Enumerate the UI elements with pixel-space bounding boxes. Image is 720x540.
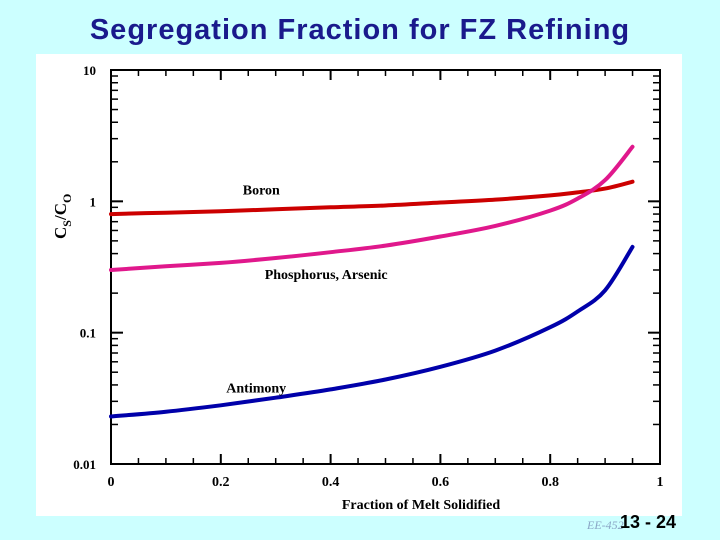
series-label-boron: Boron [243,183,280,198]
y-tick-label: 0.1 [80,326,96,341]
y-label-c: C [51,227,70,239]
x-axis-label: Fraction of Melt Solidified [342,498,500,513]
slide-title: Segregation Fraction for FZ Refining [89,14,631,46]
y-label-sub-o: O [60,194,74,203]
series-label-antimony: Antimony [226,382,286,397]
x-tick-label: 0 [108,475,115,490]
axes: 0 0.2 0.4 0.6 0.8 1 0.01 0.1 1 10 CS/CO [51,63,664,490]
x-tick-label: 0.8 [541,475,559,490]
y-tick-label: 1 [90,194,97,209]
series-lines [109,144,635,419]
y-tick-label: 0.01 [73,457,96,472]
y-axis-label: CS/CO [51,194,74,239]
y-tick-label: 10 [83,63,96,78]
segregation-chart: 0 0.2 0.4 0.6 0.8 1 0.01 0.1 1 10 CS/CO Boron Phosp… [51,63,664,513]
x-tick-label: 0.2 [212,475,230,490]
footer-page-number: 13 - 24 [620,512,677,532]
series-labels: Boron Phosphorus, Arsenic Antimony [226,183,387,396]
x-tick-label: 1 [657,475,664,490]
plot-frame [110,69,661,465]
series-line-phosphorus-arsenic [109,144,635,272]
y-label-slash-c: /C [51,203,70,221]
y-label-sub-s: S [60,220,74,227]
series-line-antimony [109,244,635,419]
x-tick-label: 0.6 [432,475,450,490]
series-line-boron [109,179,635,217]
x-tick-label: 0.4 [322,475,340,490]
figure-panel: 0 0.2 0.4 0.6 0.8 1 0.01 0.1 1 10 CS/CO Boron Phosp… [36,54,682,516]
series-label-phosphorus-arsenic: Phosphorus, Arsenic [265,268,388,283]
footer-course-code: EE-452 [587,518,624,532]
